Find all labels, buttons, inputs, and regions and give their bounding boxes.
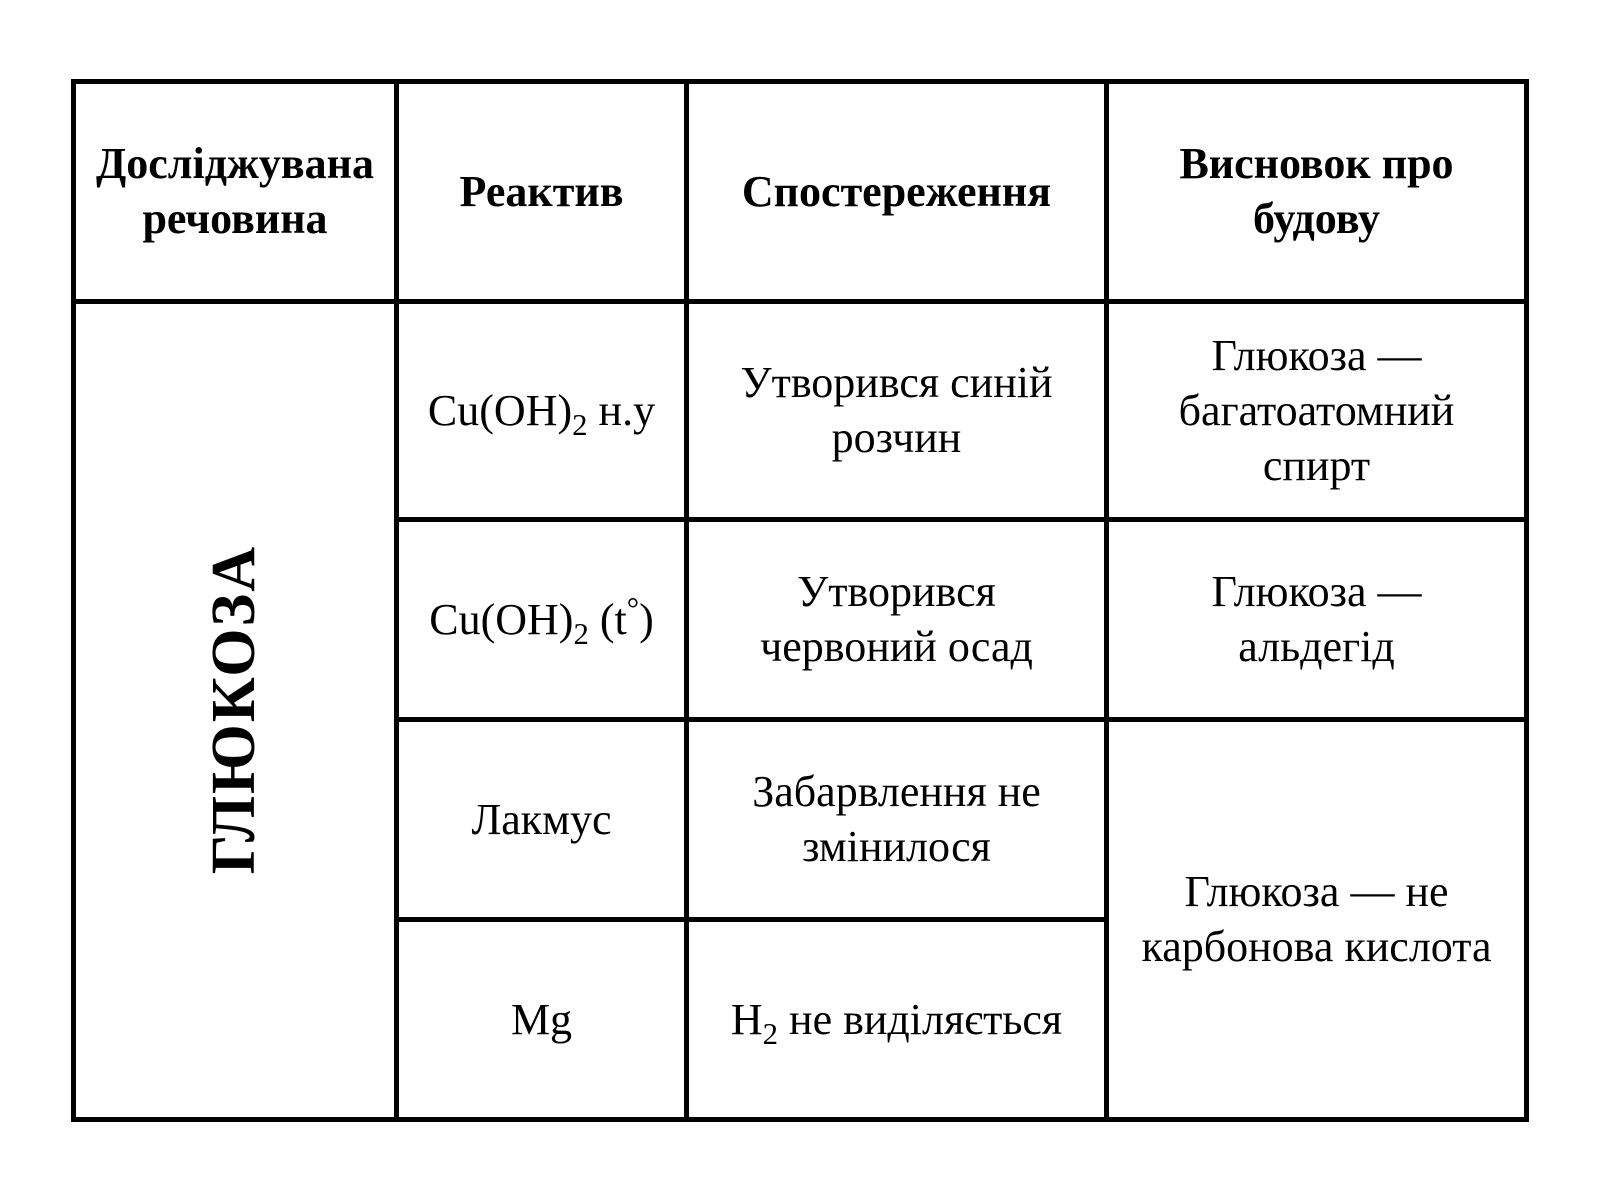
table-container: Досліджувана речовина Реактив Спостереже…	[31, 39, 1569, 1162]
chemistry-table: Досліджувана речовина Реактив Спостереже…	[71, 79, 1529, 1122]
col-header-reagent: Реактив	[397, 81, 687, 301]
conclusion-cell: Глюкоза — не карбонова кислота	[1107, 719, 1527, 1119]
reagent-cell: Cu(OH)2 н.у	[397, 301, 687, 519]
reagent-cell: Лакмус	[397, 719, 687, 919]
table-row: ГЛЮКОЗА Cu(OH)2 н.у Утворився синій розч…	[74, 301, 1527, 519]
col-header-observation: Спостереження	[687, 81, 1107, 301]
reagent-cell: Cu(OH)2 (t°)	[397, 519, 687, 719]
table-header-row: Досліджувана речовина Реактив Спостереже…	[74, 81, 1527, 301]
substance-label: ГЛЮКОЗА	[196, 545, 274, 874]
observation-cell: Утворився синій розчин	[687, 301, 1107, 519]
conclusion-cell: Глюкоза — багатоатомний спирт	[1107, 301, 1527, 519]
observation-cell: H2 не виділяється	[687, 919, 1107, 1119]
col-header-conclusion: Висновок про будову	[1107, 81, 1527, 301]
col-header-substance: Досліджувана речовина	[74, 81, 397, 301]
conclusion-cell: Глюкоза — альдегід	[1107, 519, 1527, 719]
substance-cell: ГЛЮКОЗА	[74, 301, 397, 1119]
reagent-cell: Mg	[397, 919, 687, 1119]
observation-cell: Утворився червоний осад	[687, 519, 1107, 719]
observation-cell: Забарвлення не змінилося	[687, 719, 1107, 919]
